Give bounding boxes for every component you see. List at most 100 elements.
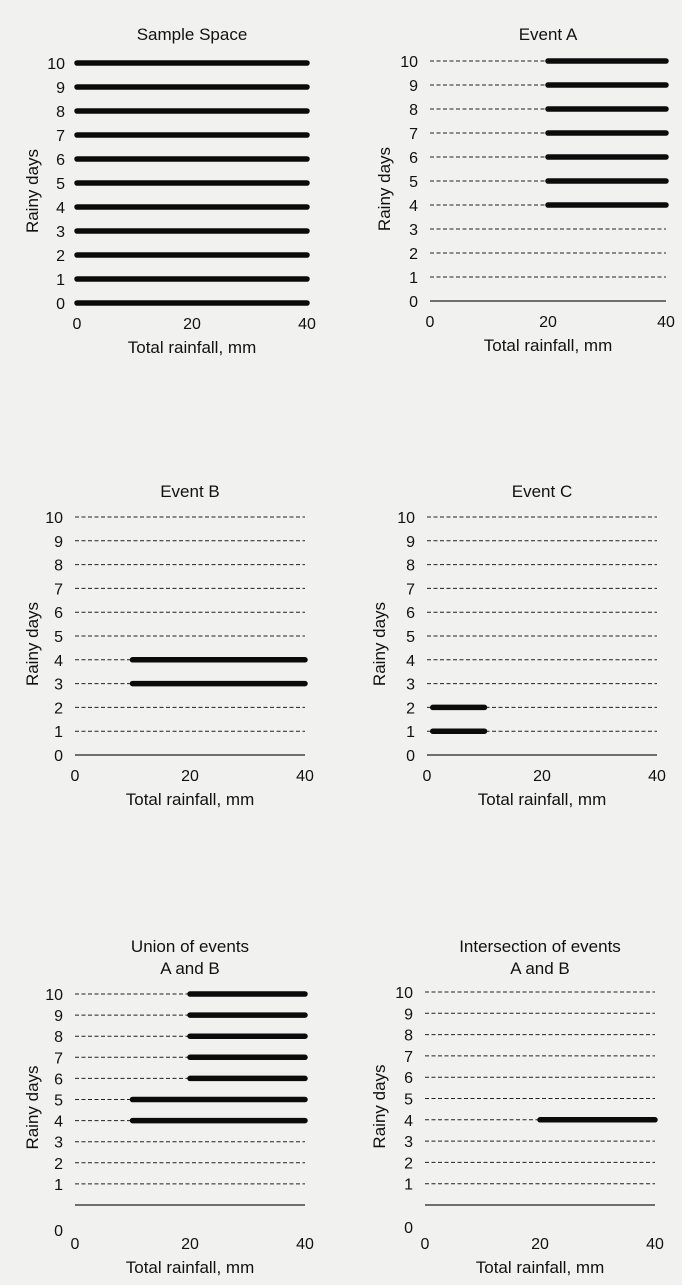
y-tick-label: 8	[409, 102, 418, 119]
y-tick-label: 8	[404, 1028, 413, 1045]
chart-title: Union of events	[131, 937, 249, 956]
y-axis-label: Rainy days	[370, 602, 389, 686]
y-tick-label: 6	[409, 150, 418, 167]
y-tick-label: 10	[47, 56, 65, 73]
y-tick-label: 10	[397, 510, 415, 527]
chart-panel: Union of events A and B 0 1 2 3 4 5 6 7 8 9 10 0 20 40 T…	[23, 937, 314, 1277]
y-tick-label: 7	[54, 1050, 63, 1067]
x-tick-label: 0	[71, 1236, 80, 1253]
x-tick-label: 20	[183, 316, 201, 333]
y-axis-label: Rainy days	[375, 147, 394, 231]
x-tick-label: 40	[648, 768, 666, 785]
y-tick-label: 1	[409, 270, 418, 287]
y-tick-label: 7	[54, 581, 63, 598]
y-tick-label: 5	[409, 174, 418, 191]
y-tick-label: 1	[54, 724, 63, 741]
y-tick-label: 0	[56, 296, 65, 313]
y-tick-label: 7	[404, 1049, 413, 1066]
y-tick-label: 7	[406, 581, 415, 598]
x-axis-label: Total rainfall, mm	[126, 1258, 254, 1277]
y-tick-label: 10	[45, 987, 63, 1004]
y-tick-label: 2	[409, 246, 418, 263]
y-tick-label: 9	[406, 534, 415, 551]
y-tick-label: 8	[54, 1029, 63, 1046]
chart-subtitle: A and B	[510, 959, 570, 978]
x-tick-label: 40	[657, 314, 675, 331]
x-tick-label: 0	[423, 768, 432, 785]
x-tick-label: 20	[181, 768, 199, 785]
y-tick-label: 7	[56, 128, 65, 145]
y-tick-label: 3	[54, 1135, 63, 1152]
x-tick-label: 0	[421, 1236, 430, 1253]
y-tick-label: 2	[54, 700, 63, 717]
chart-title: Event C	[512, 482, 572, 501]
y-axis-label: Rainy days	[23, 1065, 42, 1149]
y-tick-label: 10	[395, 985, 413, 1002]
y-tick-label: 7	[409, 126, 418, 143]
chart-subtitle: A and B	[160, 959, 220, 978]
x-axis-label: Total rainfall, mm	[126, 790, 254, 809]
x-tick-label: 20	[531, 1236, 549, 1253]
y-tick-label: 4	[406, 653, 415, 670]
y-tick-label: 4	[409, 198, 418, 215]
y-tick-label: 4	[54, 653, 63, 670]
y-tick-label: 8	[56, 104, 65, 121]
y-tick-label: 0	[54, 1223, 63, 1240]
y-tick-label: 1	[54, 1177, 63, 1194]
y-tick-label: 4	[54, 1114, 63, 1131]
chart-panel: Intersection of events A and B 0 1 2 3 4 5 6 7 8 9 1…	[370, 937, 664, 1277]
y-tick-label: 9	[54, 534, 63, 551]
x-axis-label: Total rainfall, mm	[128, 338, 256, 357]
y-tick-label: 3	[404, 1134, 413, 1151]
y-tick-label: 9	[56, 80, 65, 97]
y-tick-label: 5	[404, 1092, 413, 1109]
x-axis-label: Total rainfall, mm	[484, 336, 612, 355]
y-tick-label: 1	[406, 724, 415, 741]
y-tick-label: 3	[406, 677, 415, 694]
y-tick-label: 6	[54, 605, 63, 622]
x-tick-label: 40	[296, 1236, 314, 1253]
y-tick-label: 3	[54, 677, 63, 694]
y-tick-label: 9	[54, 1008, 63, 1025]
x-axis-label: Total rainfall, mm	[476, 1258, 604, 1277]
x-tick-label: 40	[646, 1236, 664, 1253]
y-tick-label: 2	[404, 1155, 413, 1172]
y-tick-label: 6	[54, 1071, 63, 1088]
y-tick-label: 4	[56, 200, 65, 217]
x-axis-label: Total rainfall, mm	[478, 790, 606, 809]
chart-title: Intersection of events	[459, 937, 621, 956]
y-tick-label: 0	[404, 1220, 413, 1237]
y-axis-label: Rainy days	[370, 1064, 389, 1148]
y-tick-label: 6	[56, 152, 65, 169]
x-tick-label: 0	[71, 768, 80, 785]
y-tick-label: 6	[404, 1070, 413, 1087]
y-tick-label: 5	[54, 1093, 63, 1110]
y-tick-label: 5	[406, 629, 415, 646]
x-tick-label: 20	[539, 314, 557, 331]
y-tick-label: 1	[56, 272, 65, 289]
x-tick-label: 0	[426, 314, 435, 331]
x-tick-label: 40	[298, 316, 316, 333]
y-axis-label: Rainy days	[23, 602, 42, 686]
y-tick-label: 8	[406, 558, 415, 575]
y-tick-label: 6	[406, 605, 415, 622]
y-tick-label: 4	[404, 1113, 413, 1130]
y-axis-label: Rainy days	[23, 149, 42, 233]
x-tick-label: 20	[533, 768, 551, 785]
x-tick-label: 20	[181, 1236, 199, 1253]
chart-panel: Event B 0 1 2 3 4 5 6 7 8 9 10 0 20 40 Total rainfall, …	[23, 482, 314, 809]
x-tick-label: 0	[73, 316, 82, 333]
chart-title: Sample Space	[137, 25, 248, 44]
chart-title: Event B	[160, 482, 220, 501]
chart-panel: Event C 0 1 2 3 4 5 6 7 8 9 10 0 20 40 Total rainfall, …	[370, 482, 666, 809]
y-tick-label: 1	[404, 1177, 413, 1194]
y-tick-label: 0	[409, 294, 418, 311]
chart-panel: Event A 0 1 2 3 4 5 6 7 8 9 10 0 20 40 Total rainfall, …	[375, 25, 675, 355]
y-tick-label: 9	[404, 1006, 413, 1023]
y-tick-label: 5	[54, 629, 63, 646]
y-tick-label: 9	[409, 78, 418, 95]
x-tick-label: 40	[296, 768, 314, 785]
y-tick-label: 3	[409, 222, 418, 239]
y-tick-label: 5	[56, 176, 65, 193]
